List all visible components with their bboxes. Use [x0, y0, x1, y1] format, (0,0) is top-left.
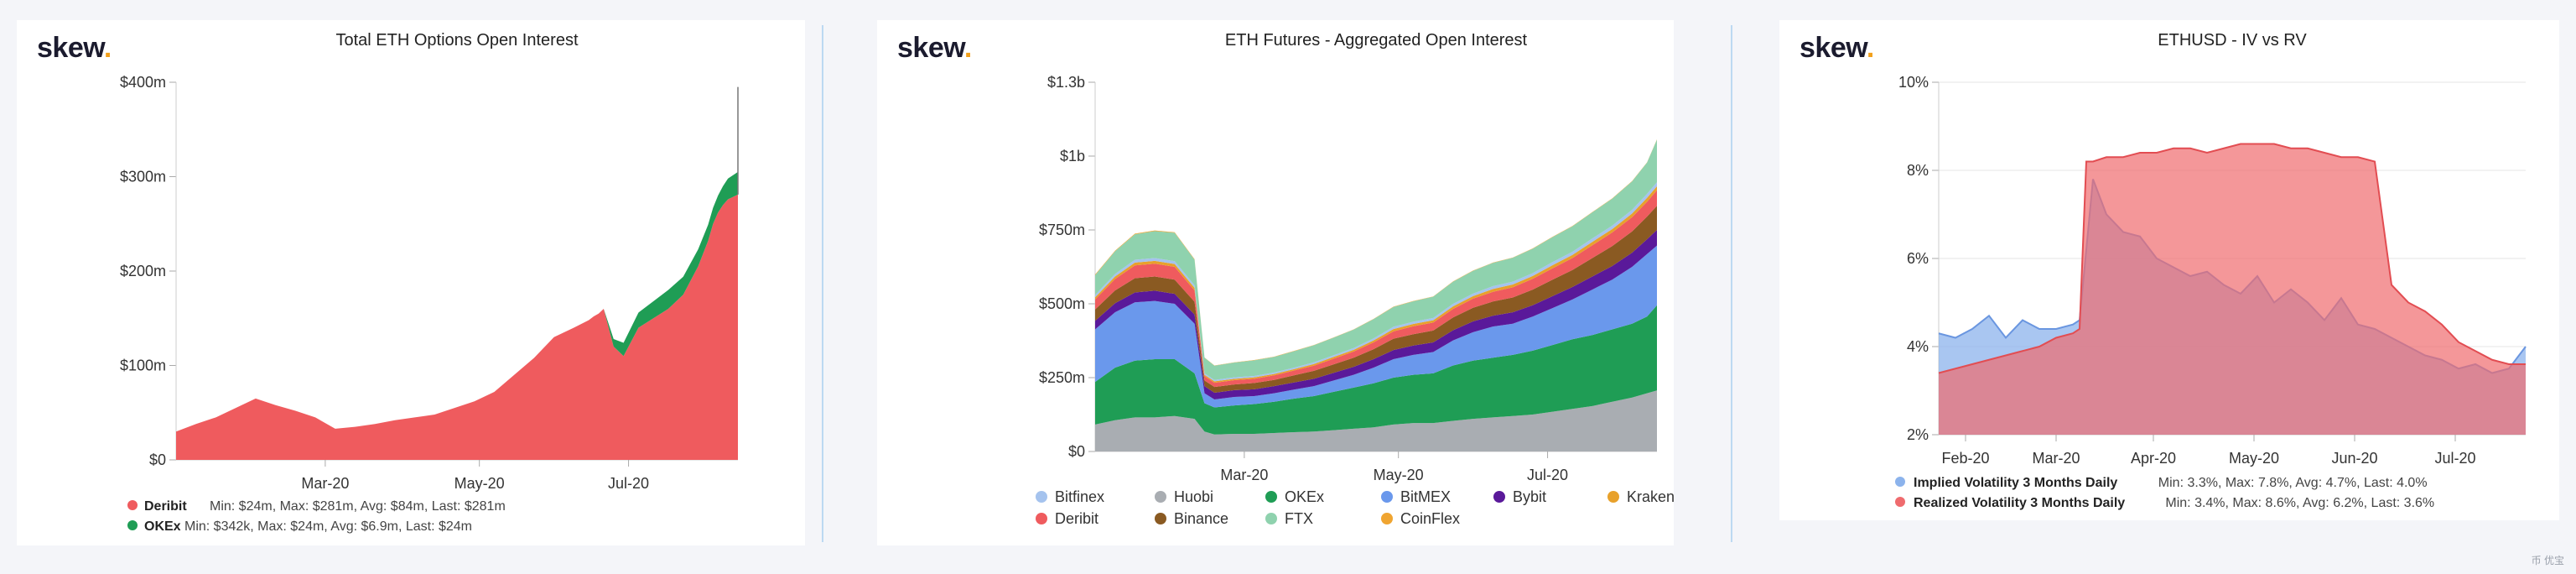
- series-bitmex-area: [1095, 245, 1657, 408]
- futures-oi-panel: skew. ETH Futures - Aggregated Open Inte…: [877, 20, 1675, 545]
- iv-rv-chart: ETHUSD - IV vs RV 2% 4% 6% 8% 10% Feb-20 Mar-20…: [1895, 31, 2527, 510]
- x-tick-label: May-20: [454, 475, 505, 492]
- legend-swatch-bitmex: [1381, 491, 1393, 503]
- legend-stats-deribit: Min: $24m, Max: $281m, Avg: $84m, Last: …: [210, 499, 506, 514]
- chart-title: ETHUSD - IV vs RV: [2158, 31, 2307, 50]
- x-tick-label: Feb-20: [1941, 450, 1989, 467]
- legend-swatch-kraken: [1607, 491, 1619, 503]
- options-oi-chart: Total ETH Options Open Interest $0 $100m $2…: [120, 31, 739, 534]
- legend-label-huobi: Huobi: [1174, 488, 1213, 505]
- y-tick-label: $100m: [120, 357, 166, 374]
- x-tick-label: Mar-20: [1220, 467, 1268, 483]
- x-tick-label: Apr-20: [2131, 450, 2176, 467]
- legend-swatch-binance: [1155, 513, 1166, 524]
- y-tick-label: $300m: [120, 169, 166, 185]
- series-bybit-area: [1095, 230, 1657, 400]
- series-ftx-area: [1095, 139, 1657, 380]
- y-tick-label: 8%: [1907, 162, 1929, 179]
- y-tick-label: 2%: [1907, 426, 1929, 443]
- legend-label-implied-volatility-3-months-daily: Implied Volatility 3 Months Daily: [1914, 476, 2117, 490]
- y-tick-label: 4%: [1907, 338, 1929, 355]
- series-realized-volatility-3-months-daily-line: [1938, 143, 2526, 374]
- legend-swatch-ftx: [1265, 513, 1277, 524]
- chart-title: Total ETH Options Open Interest: [335, 31, 578, 50]
- skew-logo: skew.: [897, 32, 972, 64]
- legend-swatch-bitfinex: [1036, 491, 1047, 503]
- legend-swatch-huobi: [1155, 491, 1166, 503]
- y-tick-label: $200m: [120, 263, 166, 279]
- legend-swatch-implied-volatility-3-months-daily: [1895, 477, 1905, 487]
- legend-label-kraken: Kraken: [1627, 488, 1674, 505]
- divider-1: [822, 25, 823, 542]
- x-tick-label: Jul-20: [2434, 450, 2475, 467]
- legend-swatch-deribit: [1036, 513, 1047, 524]
- legend-label-binance: Binance: [1174, 510, 1228, 527]
- legend-swatch-okex: [1265, 491, 1277, 503]
- x-tick-label: May-20: [1374, 467, 1424, 483]
- divider-2: [1731, 25, 1732, 542]
- options-oi-panel: skew. Total ETH Options Open Interest $0 $…: [17, 20, 805, 545]
- legend-swatch-okex: [127, 520, 138, 530]
- legend-stats-realized-volatility-3-months-daily: Min: 3.4%, Max: 8.6%, Avg: 6.2%, Last: 3…: [2165, 496, 2434, 510]
- chart-title: ETH Futures - Aggregated Open Interest: [1225, 31, 1528, 50]
- x-tick-label: Mar-20: [2032, 450, 2080, 467]
- y-tick-label: $250m: [1039, 369, 1085, 386]
- legend-label-okex: OKEx: [144, 519, 181, 534]
- y-tick-label: $0: [149, 451, 166, 468]
- y-tick-label: 10%: [1898, 74, 1929, 91]
- series-realized-volatility-3-months-daily-area: [1939, 144, 2526, 435]
- skew-logo: skew.: [37, 32, 112, 64]
- series-okex-area: [1095, 305, 1657, 435]
- legend-label-okex: OKEx: [1285, 488, 1324, 505]
- iv-rv-panel: skew. ETHUSD - IV vs RV 2% 4% 6% 8% 10% Feb-20…: [1779, 20, 2559, 520]
- y-tick-label: $750m: [1039, 222, 1085, 238]
- x-tick-label: Jun-20: [2331, 450, 2377, 467]
- y-tick-label: $1b: [1060, 148, 1085, 164]
- legend-swatch-realized-volatility-3-months-daily: [1895, 497, 1905, 507]
- series-binance-area: [1095, 206, 1657, 393]
- skew-logo: skew.: [1800, 32, 1874, 64]
- x-tick-label: May-20: [2229, 450, 2279, 467]
- legend-label-bybit: Bybit: [1513, 488, 1546, 505]
- x-tick-label: Jul-20: [608, 475, 649, 492]
- legend-label-deribit: Deribit: [144, 499, 187, 514]
- y-tick-label: $500m: [1039, 295, 1085, 312]
- legend-label-realized-volatility-3-months-daily: Realized Volatility 3 Months Daily: [1914, 496, 2125, 510]
- series-huobi-area: [1095, 390, 1657, 451]
- footer-watermark: 币 优宝: [2531, 555, 2564, 566]
- x-tick-label: Jul-20: [1527, 467, 1568, 483]
- legend-label-bitmex: BitMEX: [1400, 488, 1451, 505]
- x-tick-label: Mar-20: [301, 475, 349, 492]
- y-tick-label: 6%: [1907, 250, 1929, 267]
- series-deribit-area: [176, 194, 738, 460]
- legend-stats-okex: Min: $342k, Max: $24m, Avg: $6.9m, Last:…: [184, 519, 472, 534]
- futures-oi-chart: ETH Futures - Aggregated Open Interest $0…: [1036, 31, 1675, 527]
- legend-swatch-coinflex: [1381, 513, 1393, 524]
- legend-swatch-deribit: [127, 500, 138, 510]
- legend-label-deribit: Deribit: [1055, 510, 1098, 527]
- y-tick-label: $1.3b: [1047, 74, 1085, 91]
- legend-label-coinflex: CoinFlex: [1400, 510, 1460, 527]
- series-deribit-area: [1095, 190, 1657, 388]
- legend-swatch-bybit: [1493, 491, 1505, 503]
- legend-label-bitfinex: Bitfinex: [1055, 488, 1104, 505]
- legend-stats-implied-volatility-3-months-daily: Min: 3.3%, Max: 7.8%, Avg: 4.7%, Last: 4…: [2158, 476, 2428, 490]
- legend-label-ftx: FTX: [1285, 510, 1313, 527]
- y-tick-label: $400m: [120, 74, 166, 91]
- y-tick-label: $0: [1068, 443, 1085, 460]
